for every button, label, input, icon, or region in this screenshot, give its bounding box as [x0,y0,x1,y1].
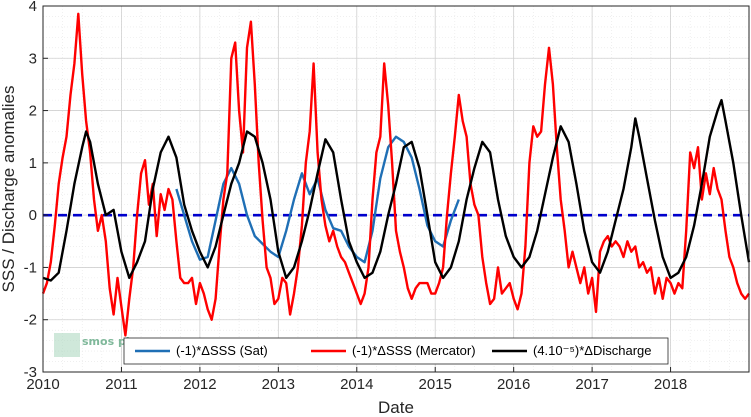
x-tick-labels: 2010 2011 2012 2013 2014 2015 2016 2017 2018 [26,376,687,393]
series-discharge-line [42,98,751,282]
y-tick-label: 4 [29,0,37,15]
x-tick-label: 2010 [26,376,59,393]
x-tick-label: 2017 [575,376,608,393]
y-tick-label: 1 [29,155,37,172]
y-axis-label: SSS / Discharge anomalies [0,86,18,293]
y-tick-label: -1 [24,259,37,276]
y-tick-label: 0 [29,207,37,224]
series-layer [41,12,751,337]
legend: (-1)*ΔSSS (Sat) (-1)*ΔSSS (Mercator) (4.… [123,337,669,365]
plot-frame [42,5,750,373]
x-tick-label: 2011 [105,376,137,393]
series-mercator-line [41,12,750,337]
legend-box [123,337,669,365]
legend-label-sat: (-1)*ΔSSS (Sat) [176,343,268,358]
legend-label-mercator: (-1)*ΔSSS (Mercator) [352,343,476,358]
tick-marks [42,5,672,373]
x-tick-label: 2012 [183,376,216,393]
y-tick-label: -2 [24,312,37,329]
y-tick-label: -3 [24,364,37,381]
x-tick-label: 2013 [262,376,295,393]
x-tick-label: 2015 [419,376,452,393]
y-tick-labels: -3 -2 -1 0 1 2 3 4 [24,0,37,381]
x-axis-label: Date [378,398,414,417]
legend-label-discharge: (4.10⁻⁵)*ΔDischarge [533,343,651,358]
x-tick-label: 2016 [497,376,530,393]
x-tick-label: 2018 [654,376,687,393]
y-tick-label: 2 [29,103,37,120]
x-tick-label: 2014 [340,376,373,393]
y-tick-label: 3 [29,50,37,67]
logo-mark [54,333,80,357]
